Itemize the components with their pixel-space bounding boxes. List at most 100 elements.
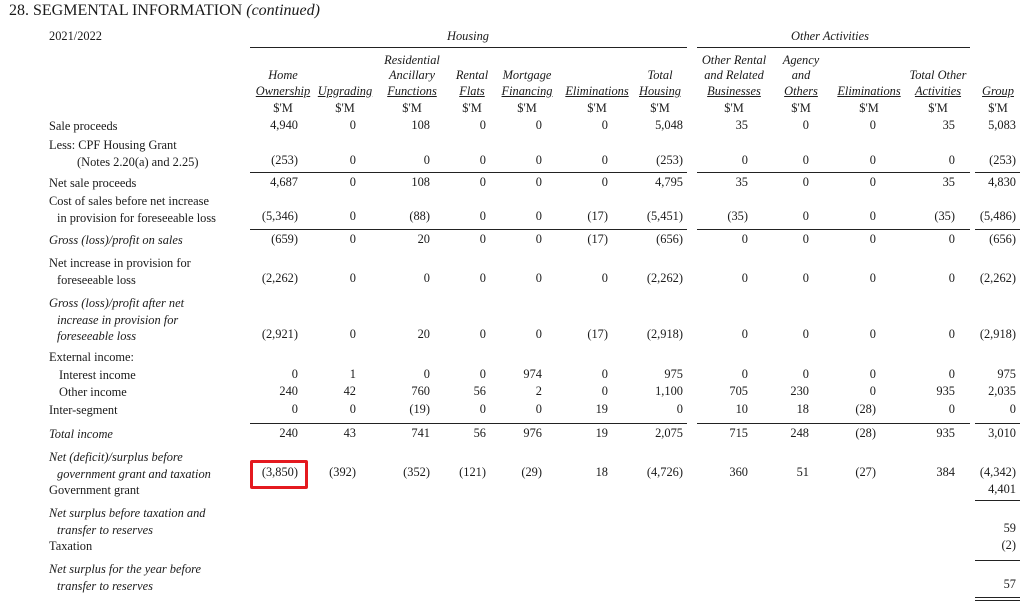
row-label: Interest income xyxy=(49,367,136,384)
table-cell: (27) xyxy=(855,465,876,479)
table-cell: 10 xyxy=(735,402,748,416)
table-cell: 0 xyxy=(423,153,430,167)
table-cell: 56 xyxy=(473,426,486,440)
row-label-line: Taxation xyxy=(49,539,93,553)
table-cell: 0 xyxy=(349,209,356,223)
column-unit: $'M xyxy=(928,101,948,115)
column-header-line: Others xyxy=(784,83,818,98)
column-unit: $'M xyxy=(724,101,744,115)
group-subtotal-rule-4 xyxy=(975,500,1020,501)
table-cell: 0 xyxy=(479,209,486,223)
column-header-line: Flats xyxy=(459,83,485,98)
table-cell: (2) xyxy=(1001,538,1016,552)
table-cell: 741 xyxy=(411,426,430,440)
column-header: Eliminations xyxy=(826,84,912,100)
row-label: Net sale proceeds xyxy=(49,175,136,192)
table-cell: 0 xyxy=(869,118,876,132)
column-header: Mortgage Financing xyxy=(487,68,567,99)
column-header-line: Mortgage xyxy=(502,68,552,82)
table-cell: 19 xyxy=(595,426,608,440)
table-cell: 108 xyxy=(411,118,430,132)
table-cell: 384 xyxy=(936,465,955,479)
table-cell: 976 xyxy=(523,426,542,440)
table-cell: 0 xyxy=(291,367,298,381)
column-unit: $'M xyxy=(587,101,607,115)
table-cell: 0 xyxy=(869,153,876,167)
table-cell: 4,795 xyxy=(655,175,683,189)
table-cell: (17) xyxy=(587,209,608,223)
column-header-line: Other Rental xyxy=(701,52,767,67)
column-header-line: Activities xyxy=(914,83,962,98)
table-cell: 35 xyxy=(942,175,955,189)
row-label: Government grant xyxy=(49,482,140,499)
other-subtotal-rule-2 xyxy=(697,229,970,230)
row-label-line: Government grant xyxy=(49,483,140,497)
row-label-line: Net surplus for the year before xyxy=(49,562,201,576)
table-cell: 0 xyxy=(948,271,955,285)
highlight-box xyxy=(250,460,308,489)
table-cell: 35 xyxy=(735,118,748,132)
table-cell: 240 xyxy=(279,384,298,398)
table-cell: 975 xyxy=(997,367,1016,381)
table-cell: 42 xyxy=(343,384,356,398)
table-cell: 2 xyxy=(535,384,542,398)
column-unit: $'M xyxy=(402,101,422,115)
table-cell: 0 xyxy=(948,153,955,167)
row-label: Sale proceeds xyxy=(49,118,117,135)
table-cell: 0 xyxy=(869,367,876,381)
table-cell: 0 xyxy=(349,327,356,341)
table-cell: 760 xyxy=(411,384,430,398)
table-cell: 0 xyxy=(479,175,486,189)
table-cell: (35) xyxy=(934,209,955,223)
table-cell: 0 xyxy=(601,367,608,381)
table-cell: 0 xyxy=(601,384,608,398)
column-unit: $'M xyxy=(335,101,355,115)
row-label-line: government grant and taxation xyxy=(57,466,211,481)
column-header: Eliminations xyxy=(553,84,641,100)
table-cell: 0 xyxy=(479,367,486,381)
table-cell: 0 xyxy=(869,271,876,285)
section-title-text: SEGMENTAL INFORMATION xyxy=(33,2,243,19)
column-header-line: Financing xyxy=(501,83,553,98)
table-cell: (29) xyxy=(521,465,542,479)
row-label: External income: xyxy=(49,349,134,366)
table-cell: 0 xyxy=(802,271,809,285)
table-cell: 0 xyxy=(869,209,876,223)
table-cell: 0 xyxy=(676,402,683,416)
housing-subtotal-rule-2 xyxy=(250,229,687,230)
row-label-line: Less: CPF Housing Grant xyxy=(49,138,177,152)
row-label-line: Other income xyxy=(59,385,127,399)
column-header-line: Ownership xyxy=(255,83,311,98)
table-cell: 59 xyxy=(1003,521,1016,535)
table-cell: 20 xyxy=(417,232,430,246)
other-activities-group-header: Other Activities xyxy=(791,29,869,43)
table-cell: (656) xyxy=(989,232,1016,246)
column-unit: $'M xyxy=(859,101,879,115)
table-cell: 0 xyxy=(535,232,542,246)
table-cell: 0 xyxy=(349,271,356,285)
section-number: 28. xyxy=(9,2,29,19)
group-subtotal-rule-2 xyxy=(975,229,1020,230)
row-label-line: transfer to reserves xyxy=(57,578,153,593)
table-cell: 715 xyxy=(729,426,748,440)
table-cell: 0 xyxy=(802,175,809,189)
other-subtotal-rule-1 xyxy=(697,172,970,173)
column-header-line: Functions xyxy=(387,83,437,98)
table-cell: (253) xyxy=(989,153,1016,167)
table-cell: (121) xyxy=(459,465,486,479)
column-unit: $'M xyxy=(517,101,537,115)
table-cell: 0 xyxy=(741,153,748,167)
table-cell: (392) xyxy=(329,465,356,479)
column-header-line: Ancillary xyxy=(388,68,436,82)
table-cell: 0 xyxy=(802,367,809,381)
column-header-line: Eliminations xyxy=(565,83,629,98)
table-cell: (28) xyxy=(855,426,876,440)
group-subtotal-rule-5 xyxy=(975,560,1020,561)
column-unit: $'M xyxy=(650,101,670,115)
continued-label: (continued) xyxy=(246,2,320,19)
table-cell: 240 xyxy=(279,426,298,440)
row-label: Taxation xyxy=(49,538,92,555)
row-label: Gross (loss)/profit after net increase in… xyxy=(49,295,184,345)
table-cell: 19 xyxy=(595,402,608,416)
table-cell: 0 xyxy=(479,118,486,132)
